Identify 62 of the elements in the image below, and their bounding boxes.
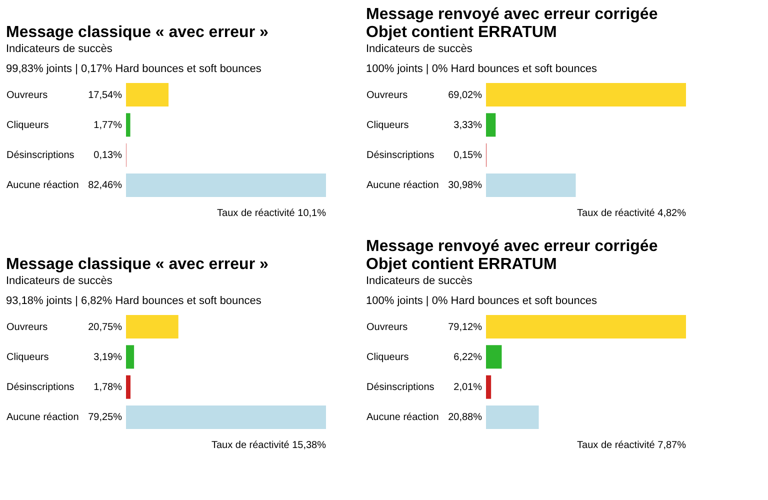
data-label: 0,15%	[454, 150, 482, 162]
y-tick-label: Ouvreurs	[6, 322, 48, 333]
y-tick-label: Aucune réaction	[6, 180, 79, 192]
y-tick-label: Cliqueurs	[366, 352, 409, 363]
bar	[126, 345, 134, 369]
bar	[486, 113, 496, 137]
bar	[126, 173, 326, 197]
bar	[486, 173, 576, 197]
bar	[126, 405, 326, 429]
bar	[486, 405, 539, 429]
data-label: 2,01%	[454, 382, 482, 394]
y-tick-label: Aucune réaction	[366, 180, 439, 192]
text: Taux de réactivité 10,1%	[217, 208, 326, 219]
chart-title: Message classique « avec erreur »	[6, 256, 268, 273]
y-tick-label: Cliqueurs	[6, 352, 49, 363]
y-tick-label: Désinscriptions	[366, 382, 434, 394]
text: 100% joints | 0% Hard bounces et soft bounces	[366, 295, 598, 307]
y-tick-label: Aucune réaction	[366, 412, 439, 424]
y-tick-label: Cliqueurs	[6, 120, 49, 131]
bar	[486, 83, 686, 107]
bar	[126, 113, 130, 137]
data-label: 20,75%	[88, 322, 122, 333]
text: 100% joints | 0% Hard bounces et soft bounces	[366, 63, 598, 75]
y-tick-label: Ouvreurs	[366, 90, 408, 101]
chart-title: Message classique « avec erreur »	[6, 24, 268, 41]
data-label: 1,78%	[94, 382, 122, 394]
data-label: 17,54%	[88, 90, 122, 101]
data-label: 3,33%	[454, 120, 482, 131]
chart-subtitle: Indicateurs de succès	[366, 43, 473, 55]
data-label: 0,13%	[94, 150, 122, 162]
bar	[126, 83, 169, 107]
bar	[126, 315, 178, 339]
text: 99,83% joints | 0,17% Hard bounces et soft bounces	[6, 63, 262, 75]
text: Taux de réactivité 7,87%	[577, 440, 686, 451]
text: Taux de réactivité 15,38%	[211, 440, 326, 451]
y-tick-label: Désinscriptions	[366, 150, 434, 162]
data-label: 3,19%	[94, 352, 122, 363]
text: 93,18% joints | 6,82% Hard bounces et soft bounces	[6, 295, 262, 307]
bar	[486, 345, 502, 369]
data-label: 82,46%	[88, 180, 122, 192]
chart-subtitle: Indicateurs de succès	[6, 275, 113, 287]
bar	[486, 315, 686, 339]
data-label: 79,25%	[88, 412, 122, 424]
chart-subtitle: Indicateurs de succès	[6, 43, 113, 55]
chart-title: Message renvoyé avec erreur corrigée Objet contient ERRATUM	[366, 238, 658, 273]
bar	[126, 375, 130, 399]
bar	[486, 375, 492, 399]
y-tick-label: Aucune réaction	[6, 412, 79, 424]
chart-subtitle: Indicateurs de succès	[366, 275, 473, 287]
y-tick-label: Désinscriptions	[6, 150, 74, 162]
data-label: 79,12%	[448, 322, 482, 333]
text: Taux de réactivité 4,82%	[577, 208, 686, 219]
data-label: 69,02%	[448, 90, 482, 101]
y-tick-label: Ouvreurs	[366, 322, 408, 333]
data-label: 1,77%	[94, 120, 122, 131]
data-label: 30,98%	[448, 180, 482, 192]
chart-title: Message renvoyé avec erreur corrigée Objet contient ERRATUM	[366, 6, 658, 41]
y-tick-label: Cliqueurs	[366, 120, 409, 131]
data-label: 6,22%	[454, 352, 482, 363]
y-tick-label: Ouvreurs	[6, 90, 48, 101]
data-label: 20,88%	[448, 412, 482, 424]
y-tick-label: Désinscriptions	[6, 382, 74, 394]
